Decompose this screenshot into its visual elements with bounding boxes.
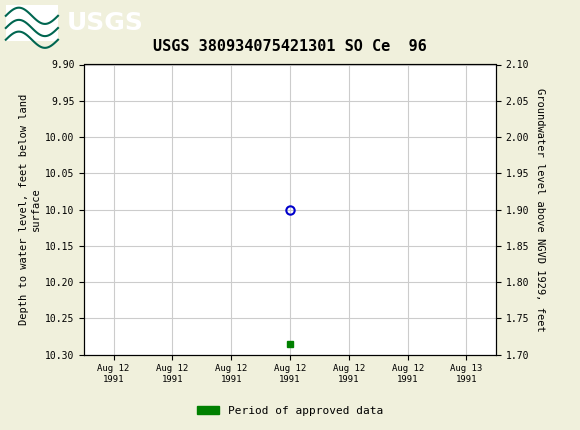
Legend: Period of approved data: Period of approved data: [193, 401, 387, 420]
FancyBboxPatch shape: [6, 4, 58, 41]
Text: USGS: USGS: [67, 11, 144, 34]
Text: USGS 380934075421301 SO Ce  96: USGS 380934075421301 SO Ce 96: [153, 39, 427, 54]
Y-axis label: Depth to water level, feet below land
surface: Depth to water level, feet below land su…: [19, 94, 41, 325]
Y-axis label: Groundwater level above NGVD 1929, feet: Groundwater level above NGVD 1929, feet: [535, 88, 545, 332]
